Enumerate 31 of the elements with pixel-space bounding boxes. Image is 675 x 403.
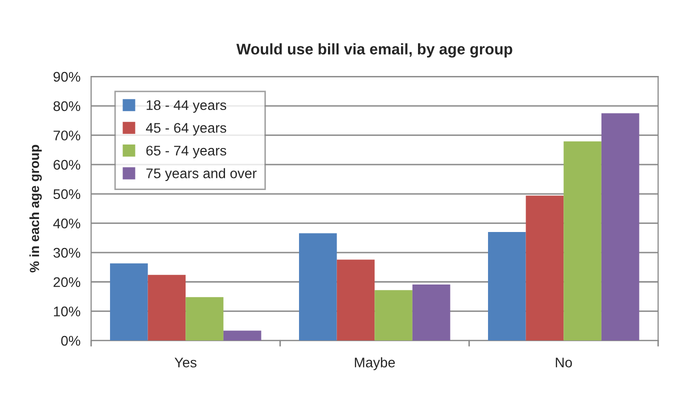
bar (374, 290, 412, 341)
y-tick-label: 80% (54, 101, 80, 112)
y-tick-label: 0% (61, 336, 80, 346)
bar (299, 233, 337, 341)
bar (601, 113, 640, 341)
bar (186, 297, 224, 341)
legend-label: 18 - 44 years (146, 100, 226, 113)
bar (148, 274, 186, 341)
y-tick-label: 10% (54, 306, 80, 316)
bar (488, 232, 526, 341)
bar (223, 330, 262, 341)
y-tick-label: 20% (54, 277, 80, 288)
chart-title: Would use bill via email, by age group (236, 43, 512, 58)
x-tick-label: No (556, 358, 572, 368)
y-tick-label: 50% (53, 189, 80, 200)
x-tick-label: Maybe (354, 357, 395, 370)
y-tick-label: 90% (54, 72, 80, 82)
legend-label: 75 years and over (146, 168, 257, 182)
legend-label: 65 - 74 years (146, 146, 226, 158)
y-tick-label: 70% (54, 130, 80, 140)
y-tick-label: 60% (54, 160, 80, 170)
bar (336, 260, 375, 341)
bar (412, 284, 450, 341)
legend-label: 45 - 64 years (146, 122, 226, 136)
y-tick-label: 40% (53, 218, 80, 228)
bar (110, 263, 148, 341)
y-axis-title: % in each age group (29, 144, 42, 272)
bar (564, 141, 602, 341)
x-tick-label: Yes (174, 358, 196, 368)
bar (526, 196, 564, 341)
y-tick-label: 30% (53, 248, 80, 258)
